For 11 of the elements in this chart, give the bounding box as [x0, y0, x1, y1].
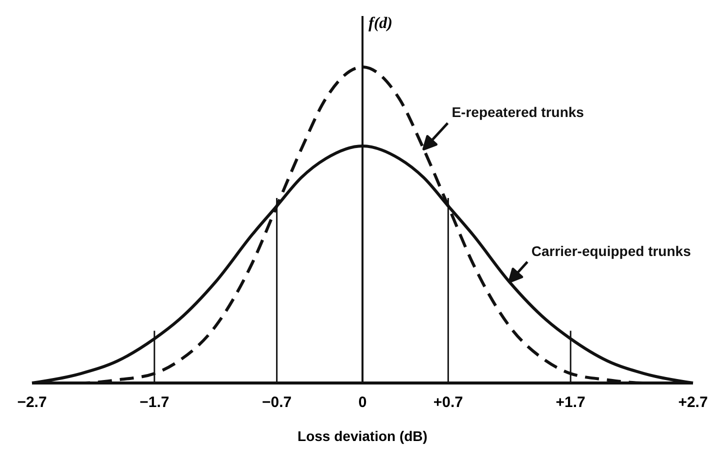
x-tick-label: −1.7	[140, 394, 170, 411]
x-tick-label: −2.7	[17, 394, 47, 411]
x-tick-label: +1.7	[556, 394, 586, 411]
x-tick-label: −0.7	[262, 394, 292, 411]
x-axis-title: Loss deviation (dB)	[298, 428, 428, 444]
x-tick-label: +0.7	[433, 394, 463, 411]
x-tick-label: 0	[358, 394, 367, 411]
text: E-repeatered trunks	[452, 104, 584, 120]
text: Carrier-equipped trunks	[531, 242, 692, 259]
y-axis-title: f(d)	[368, 15, 392, 32]
x-tick-label: +2.7	[678, 394, 708, 411]
